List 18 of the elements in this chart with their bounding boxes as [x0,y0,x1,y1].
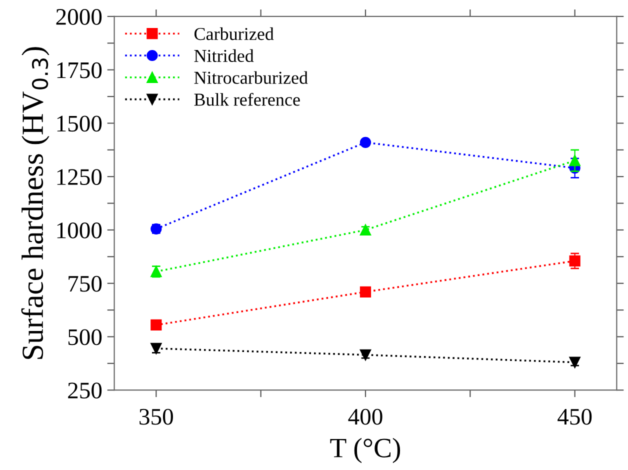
x-tick-label: 450 [558,408,592,425]
x-axis-title: T (°C) [330,438,400,464]
x-tick-label: 400 [348,408,382,425]
y-tick-label: 1750 [57,62,102,78]
legend-label: Nitrided [194,49,254,62]
y-tick-label: 1250 [57,169,102,186]
x-tick-label: 350 [140,408,173,425]
point [569,255,580,266]
legend-label: Carburized [194,27,274,40]
y-tick-label: 250 [68,382,102,399]
y-tick-label: 1500 [57,116,102,132]
y-tick-label: 1000 [57,222,102,238]
y-tick-label: 500 [68,329,102,346]
y-axis-title: Surface hardness (HV$_{0.3}$) [21,47,50,359]
legend-label: Nitrocarburized [194,71,308,84]
y-tick-label: 2000 [56,8,102,25]
y-tick-label: 750 [68,276,102,292]
legend-label: Bulk reference [194,92,300,106]
